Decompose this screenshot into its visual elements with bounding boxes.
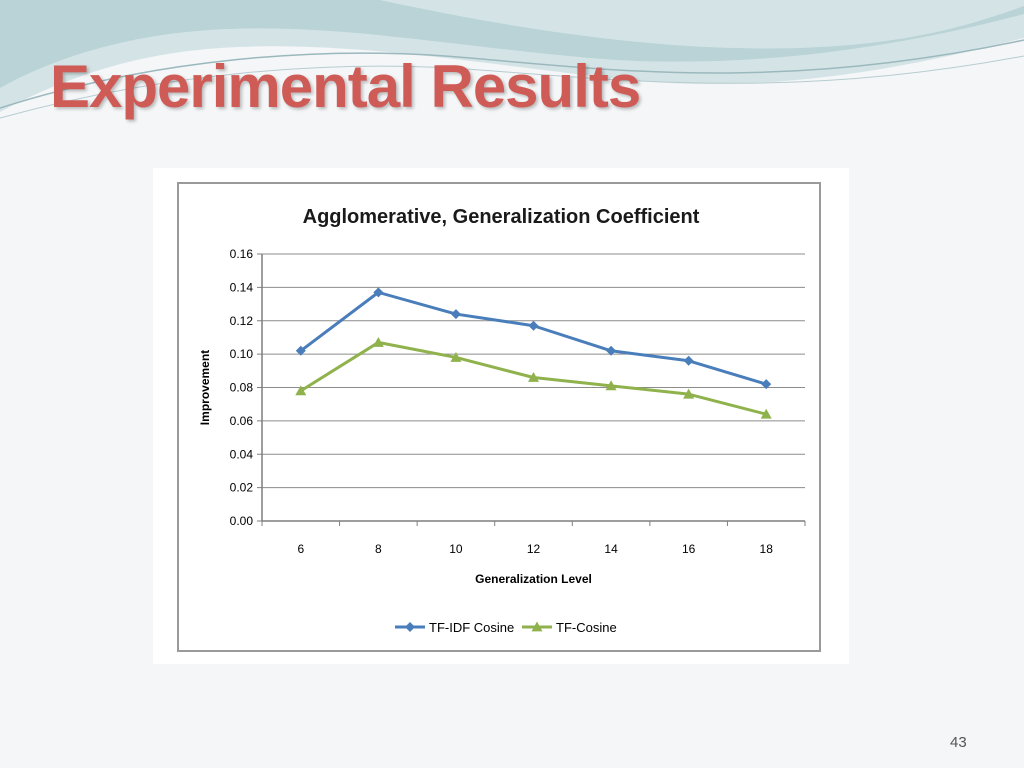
x-tick-label: 8	[375, 542, 382, 556]
y-tick-label: 0.12	[230, 314, 254, 328]
data-point-tf-idf-cosine	[528, 320, 539, 331]
legend-label-tf-cosine: TF-Cosine	[556, 620, 617, 635]
data-point-tf-idf-cosine	[373, 287, 384, 298]
series-line-tf-idf-cosine	[299, 290, 767, 386]
chart-frame	[177, 182, 821, 652]
y-tick-label: 0.10	[230, 347, 254, 361]
y-tick-label: 0.04	[230, 447, 254, 461]
data-point-tf-cosine	[295, 385, 307, 396]
y-tick-label: 0.14	[230, 280, 254, 294]
data-point-tf-idf-cosine	[295, 345, 306, 356]
data-point-tf-idf-cosine	[683, 355, 694, 366]
legend-label-tf-idf-cosine: TF-IDF Cosine	[429, 620, 514, 635]
data-point-tf-cosine	[450, 351, 462, 362]
slide-title: Experimental Results	[50, 53, 641, 120]
y-tick-label: 0.16	[230, 247, 254, 261]
x-tick-label: 10	[449, 542, 463, 556]
y-tick-label: 0.06	[230, 414, 254, 428]
x-tick-label: 12	[527, 542, 541, 556]
x-tick-label: 6	[297, 542, 304, 556]
y-axis-label: Improvement	[198, 350, 212, 425]
data-point-tf-cosine	[683, 388, 695, 399]
legend-marker-tf-cosine	[531, 621, 543, 632]
line-chart: Agglomerative, Generalization Coefficien…	[198, 206, 806, 635]
data-point-tf-cosine	[372, 336, 384, 347]
data-point-tf-idf-cosine	[450, 309, 461, 320]
data-point-tf-idf-cosine	[761, 379, 772, 390]
y-tick-label: 0.00	[230, 514, 254, 528]
y-tick-label: 0.02	[230, 481, 254, 495]
data-point-tf-cosine	[528, 371, 539, 382]
data-point-tf-cosine	[760, 408, 772, 419]
page-number: 43	[950, 734, 967, 751]
x-axis-label: Generalization Level	[475, 572, 592, 586]
chart-image: Agglomerative, Generalization Coefficien…	[153, 168, 849, 664]
x-tick-label: 16	[682, 542, 696, 556]
legend-marker-tf-idf-cosine	[405, 622, 415, 632]
y-tick-label: 0.08	[230, 381, 254, 395]
data-point-tf-cosine	[605, 380, 617, 391]
x-tick-label: 14	[604, 542, 618, 556]
data-point-tf-idf-cosine	[606, 345, 617, 356]
chart-title: Agglomerative, Generalization Coefficien…	[303, 206, 700, 228]
x-tick-label: 18	[760, 542, 774, 556]
